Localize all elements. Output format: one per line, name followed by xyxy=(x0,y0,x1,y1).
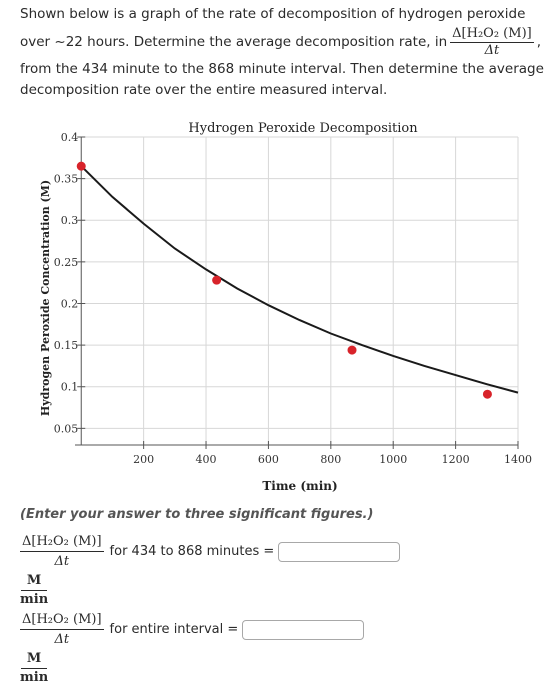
answer-2-numerator: Δ[H₂O₂ (M)] xyxy=(20,612,104,630)
question-line-3: from the 434 minute to the 868 minute in… xyxy=(20,61,544,77)
answer-1-input[interactable] xyxy=(278,541,401,562)
axes xyxy=(75,136,519,449)
answer-2-input[interactable] xyxy=(242,619,365,640)
tick-labels: 200 400 600 800 1000 1200 1400 0.05 0.1 0.15 0.2 0.… xyxy=(54,131,532,466)
y-tick-label: 0.35 xyxy=(54,173,79,186)
answer-1-numerator: Δ[H₂O₂ (M)] xyxy=(20,534,104,552)
highlight-point xyxy=(212,275,222,285)
answer-1-label: for 434 to 868 minutes = xyxy=(109,544,275,559)
answer-2-unit: M min xyxy=(20,651,48,685)
x-tick-label: 600 xyxy=(258,453,279,466)
x-tick-label: 200 xyxy=(133,453,154,466)
answer-2-denominator: Δt xyxy=(54,632,70,647)
answer-1-unit-denominator: min xyxy=(20,592,49,607)
highlight-point xyxy=(482,389,492,399)
answer-2-label: for entire interval = xyxy=(109,622,239,637)
y-tick-label: 0.1 xyxy=(61,381,79,394)
answer-1-fraction: Δ[H₂O₂ (M)] Δt xyxy=(20,534,104,569)
x-axis-label: Time (min) xyxy=(262,479,337,493)
x-tick-label: 400 xyxy=(196,453,217,466)
decay-curve xyxy=(80,165,519,394)
answer-2-unit-denominator: min xyxy=(20,670,49,685)
chart-title: Hydrogen Peroxide Decomposition xyxy=(188,121,418,136)
y-tick-label: 0.15 xyxy=(54,339,79,352)
rate-denominator: Δt xyxy=(484,42,500,58)
decomposition-chart: Hydrogen Peroxide Decomposition 200 400 60… xyxy=(39,121,532,493)
question-line-2: over ~22 hours. Determine the average de… xyxy=(20,25,541,59)
answer-1-unit-numerator: M xyxy=(21,573,48,591)
question-text: Shown below is a graph of the rate of de… xyxy=(20,4,544,101)
answer-1-denominator: Δt xyxy=(54,554,70,569)
question-line-2-suffix: , xyxy=(536,34,542,50)
rate-fraction: Δ[H₂O₂ (M)] Δt xyxy=(450,26,534,59)
x-tick-label: 1200 xyxy=(442,453,470,466)
question-line-4: decomposition rate over the entire measu… xyxy=(20,82,388,98)
x-tick-label: 800 xyxy=(320,453,341,466)
y-tick-label: 0.05 xyxy=(54,422,79,435)
x-tick-label: 1000 xyxy=(379,453,407,466)
answer-1-unit: M min xyxy=(20,573,48,607)
concentration-curve xyxy=(80,165,519,394)
answer-2-fraction: Δ[H₂O₂ (M)] Δt xyxy=(20,612,104,647)
answer-2-unit-numerator: M xyxy=(21,651,48,669)
question-line-2-prefix: over ~22 hours. Determine the average de… xyxy=(20,34,448,50)
y-axis-label: Hydrogen Peroxide Concentration (M) xyxy=(39,180,52,416)
highlight-point xyxy=(76,161,86,171)
y-tick-label: 0.2 xyxy=(61,297,79,310)
rate-numerator: Δ[H₂O₂ (M)] xyxy=(450,25,534,43)
instruction-text: (Enter your answer to three significant … xyxy=(20,507,374,522)
question-line-1: Shown below is a graph of the rate of de… xyxy=(20,6,526,22)
x-tick-label: 1400 xyxy=(504,453,532,466)
grid-lines xyxy=(81,136,519,445)
answer-row-2: Δ[H₂O₂ (M)] Δt for entire interval = M m… xyxy=(20,612,540,685)
highlight-point xyxy=(347,345,357,355)
y-tick-label: 0.3 xyxy=(61,214,79,227)
data-points xyxy=(76,161,492,399)
y-tick-label: 0.25 xyxy=(54,256,79,269)
y-tick-label: 0.4 xyxy=(61,131,79,144)
answer-row-1: Δ[H₂O₂ (M)] Δt for 434 to 868 minutes = … xyxy=(20,534,540,607)
